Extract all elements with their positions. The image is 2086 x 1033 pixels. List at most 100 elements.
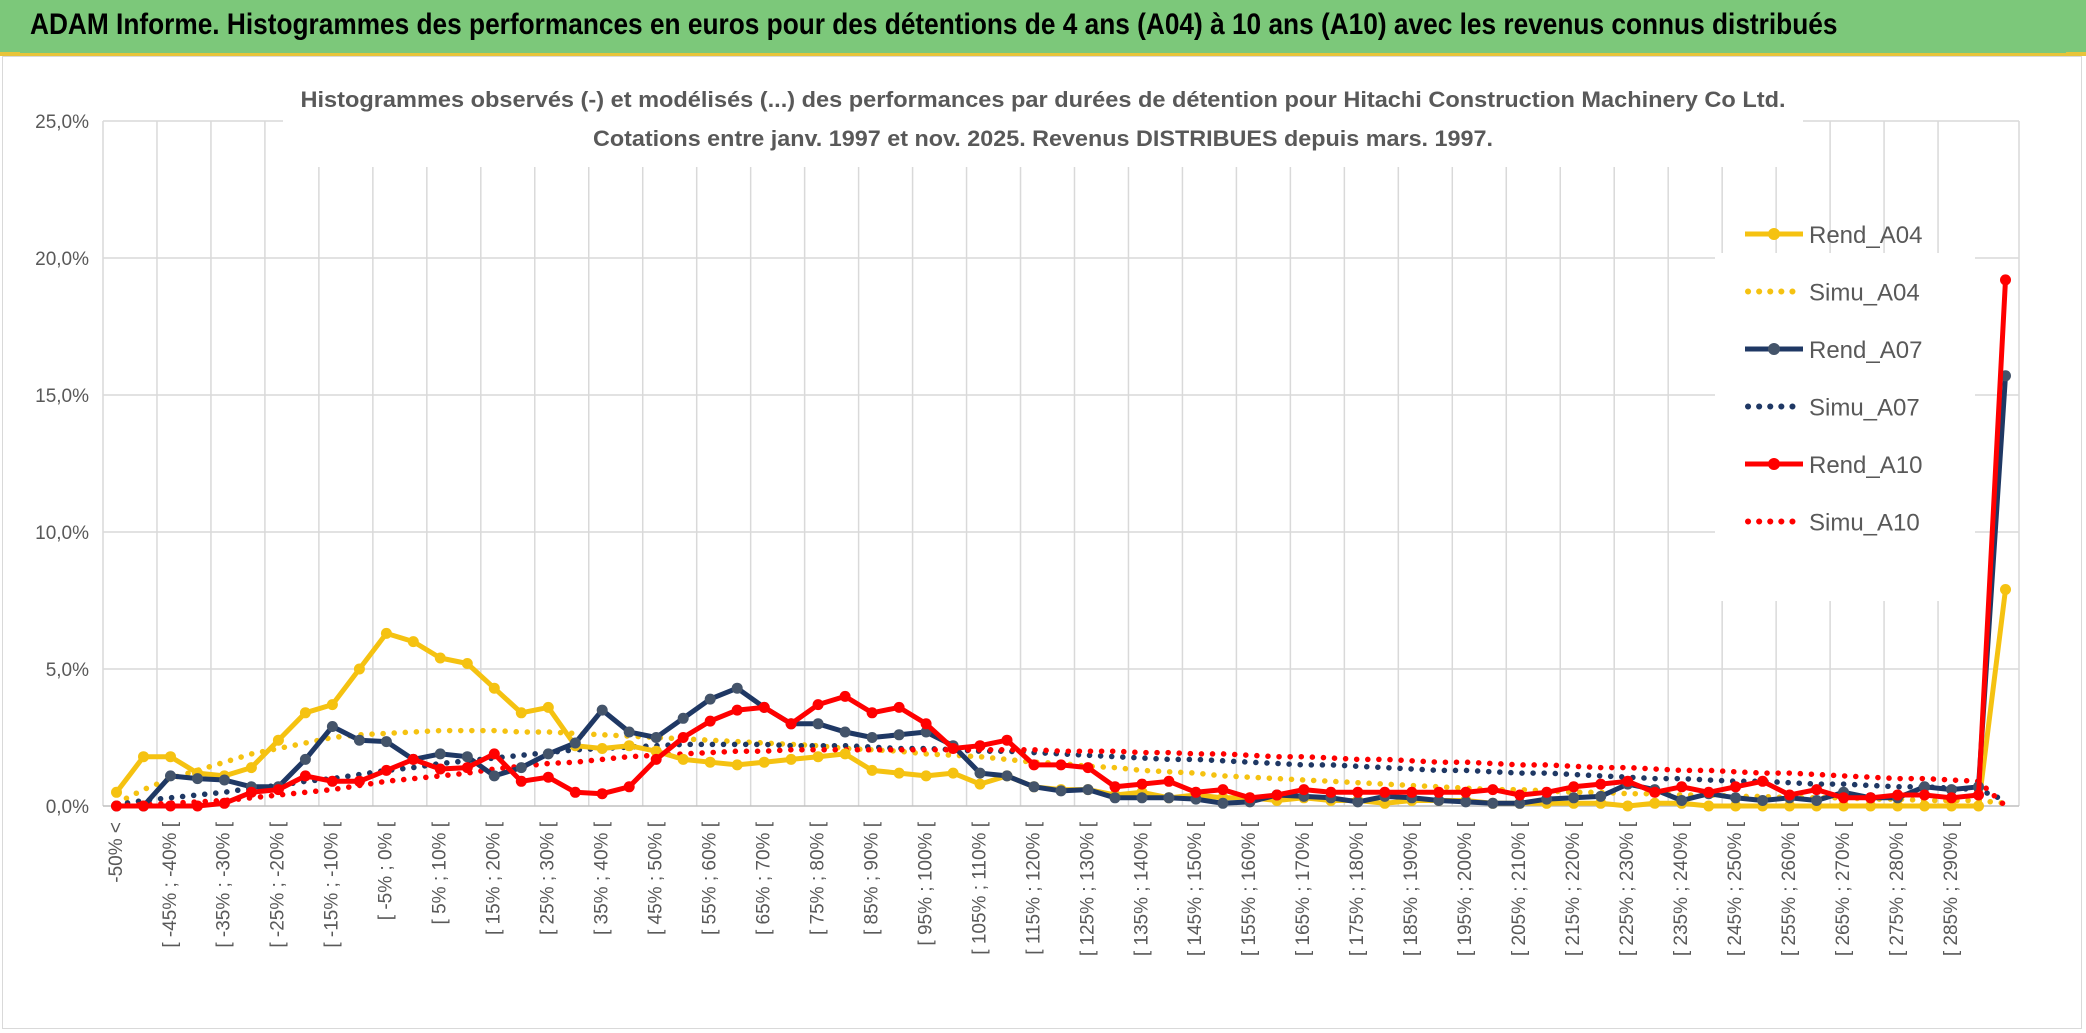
x-tick-label: [ 95% ; 100% [	[915, 821, 936, 945]
data-point	[542, 771, 554, 783]
data-point	[1460, 796, 1472, 808]
data-point	[461, 762, 473, 774]
chart-title-background	[283, 71, 1803, 167]
data-point	[812, 699, 824, 711]
data-point	[731, 682, 743, 694]
data-point	[299, 707, 311, 719]
data-point	[1055, 785, 1067, 797]
x-axis-ticks: -50% < [ -45% ; -40% [ [ -35% ; -30% [ [ -2…	[106, 821, 1962, 956]
data-point	[1352, 786, 1364, 798]
data-point	[731, 759, 743, 771]
data-point	[218, 797, 230, 809]
data-point	[1757, 795, 1769, 806]
x-tick-label: [ 175% ; 180% [	[1347, 821, 1368, 956]
data-point	[785, 718, 797, 730]
data-point	[1865, 792, 1877, 804]
data-point	[1919, 789, 1930, 801]
x-tick-label: [ -25% ; -20% [	[268, 821, 289, 947]
data-point	[515, 707, 527, 719]
data-point	[1298, 784, 1310, 796]
data-point	[1325, 786, 1337, 798]
data-point	[1703, 786, 1715, 798]
data-point	[2000, 274, 2011, 286]
legend-background	[1715, 253, 1975, 601]
data-point	[1838, 800, 1850, 812]
data-point	[1649, 797, 1661, 809]
data-point	[677, 753, 689, 765]
data-point	[542, 748, 554, 760]
legend-label: Rend_A04	[1809, 222, 1922, 249]
data-point	[434, 763, 446, 775]
x-tick-label: [ 45% ; 50% [	[646, 821, 667, 935]
data-point	[1082, 784, 1094, 796]
data-point	[866, 764, 878, 776]
y-tick-label: 10,0%	[35, 523, 89, 544]
legend-marker	[1768, 343, 1780, 355]
data-point	[974, 778, 986, 790]
data-point	[1163, 792, 1175, 804]
x-tick-label: [ 15% ; 20% [	[484, 821, 505, 935]
data-point	[488, 748, 500, 760]
legend-item: Rend_A04	[1745, 222, 1922, 249]
data-point	[515, 762, 527, 774]
data-point	[1433, 786, 1445, 798]
y-tick-label: 0,0%	[46, 797, 89, 818]
data-point	[1487, 797, 1499, 809]
x-tick-label: [ 245% ; 250% [	[1725, 821, 1746, 956]
chart-subtitle: Cotations entre janv. 1997 et nov. 2025.…	[593, 126, 1493, 151]
data-point	[1460, 786, 1472, 798]
data-point	[596, 788, 608, 800]
data-point	[515, 775, 527, 787]
data-point	[623, 740, 635, 752]
data-point	[1892, 789, 1904, 801]
y-tick-label: 25,0%	[35, 112, 89, 133]
data-point	[1784, 789, 1796, 801]
x-tick-label: [ 145% ; 150% [	[1185, 821, 1206, 956]
data-point	[569, 737, 581, 749]
series-simu-a07	[113, 741, 2009, 808]
x-tick-label: [ 205% ; 210% [	[1509, 821, 1530, 956]
legend-marker	[1768, 228, 1780, 240]
x-tick-label: [ 265% ; 270% [	[1833, 821, 1854, 956]
data-point	[1622, 800, 1634, 812]
data-point	[245, 786, 257, 798]
data-point	[1109, 781, 1121, 793]
data-point	[650, 732, 662, 743]
data-point	[138, 751, 149, 763]
data-point	[1919, 800, 1930, 812]
x-tick-label: [ 35% ; 40% [	[592, 821, 613, 935]
data-point	[1271, 789, 1283, 801]
data-point	[1919, 781, 1930, 793]
data-point	[1109, 792, 1121, 804]
performance-histogram-chart: 0,0% 5,0% 10,0% 15,0% 20,0% 25,0% -50% < [ -45…	[35, 71, 2020, 956]
data-point	[650, 745, 662, 757]
data-point	[920, 718, 932, 730]
x-tick-label: [ 185% ; 190% [	[1401, 821, 1422, 956]
x-tick-label: [ -35% ; -30% [	[214, 821, 235, 947]
data-point	[1649, 786, 1661, 798]
legend-label: Rend_A10	[1809, 452, 1922, 479]
series-line	[113, 741, 2009, 808]
data-point	[1676, 795, 1688, 806]
data-point	[839, 748, 851, 760]
y-tick-label: 15,0%	[35, 386, 89, 407]
x-tick-label: [ 285% ; 290% [	[1941, 821, 1962, 956]
data-point	[839, 690, 851, 702]
data-point	[434, 652, 446, 664]
x-tick-label: [ 165% ; 170% [	[1293, 821, 1314, 956]
data-point	[461, 658, 473, 669]
data-point	[893, 701, 905, 713]
data-point	[353, 734, 365, 746]
x-tick-label: [ 225% ; 230% [	[1617, 821, 1638, 956]
x-tick-label: [ 105% ; 110% [	[969, 821, 990, 954]
x-tick-label: [ -45% ; -40% [	[160, 821, 181, 947]
report-title: ADAM Informe. Histogrammes des performan…	[30, 8, 1838, 41]
data-point	[1865, 800, 1877, 812]
data-point	[893, 729, 905, 741]
data-point	[704, 756, 716, 768]
x-tick-label: -50% <	[106, 822, 127, 883]
data-point	[1568, 792, 1580, 804]
data-point	[812, 751, 824, 763]
chart-frame: 0,0% 5,0% 10,0% 15,0% 20,0% 25,0% -50% < [ -45…	[2, 56, 2082, 1029]
data-point	[272, 784, 284, 796]
